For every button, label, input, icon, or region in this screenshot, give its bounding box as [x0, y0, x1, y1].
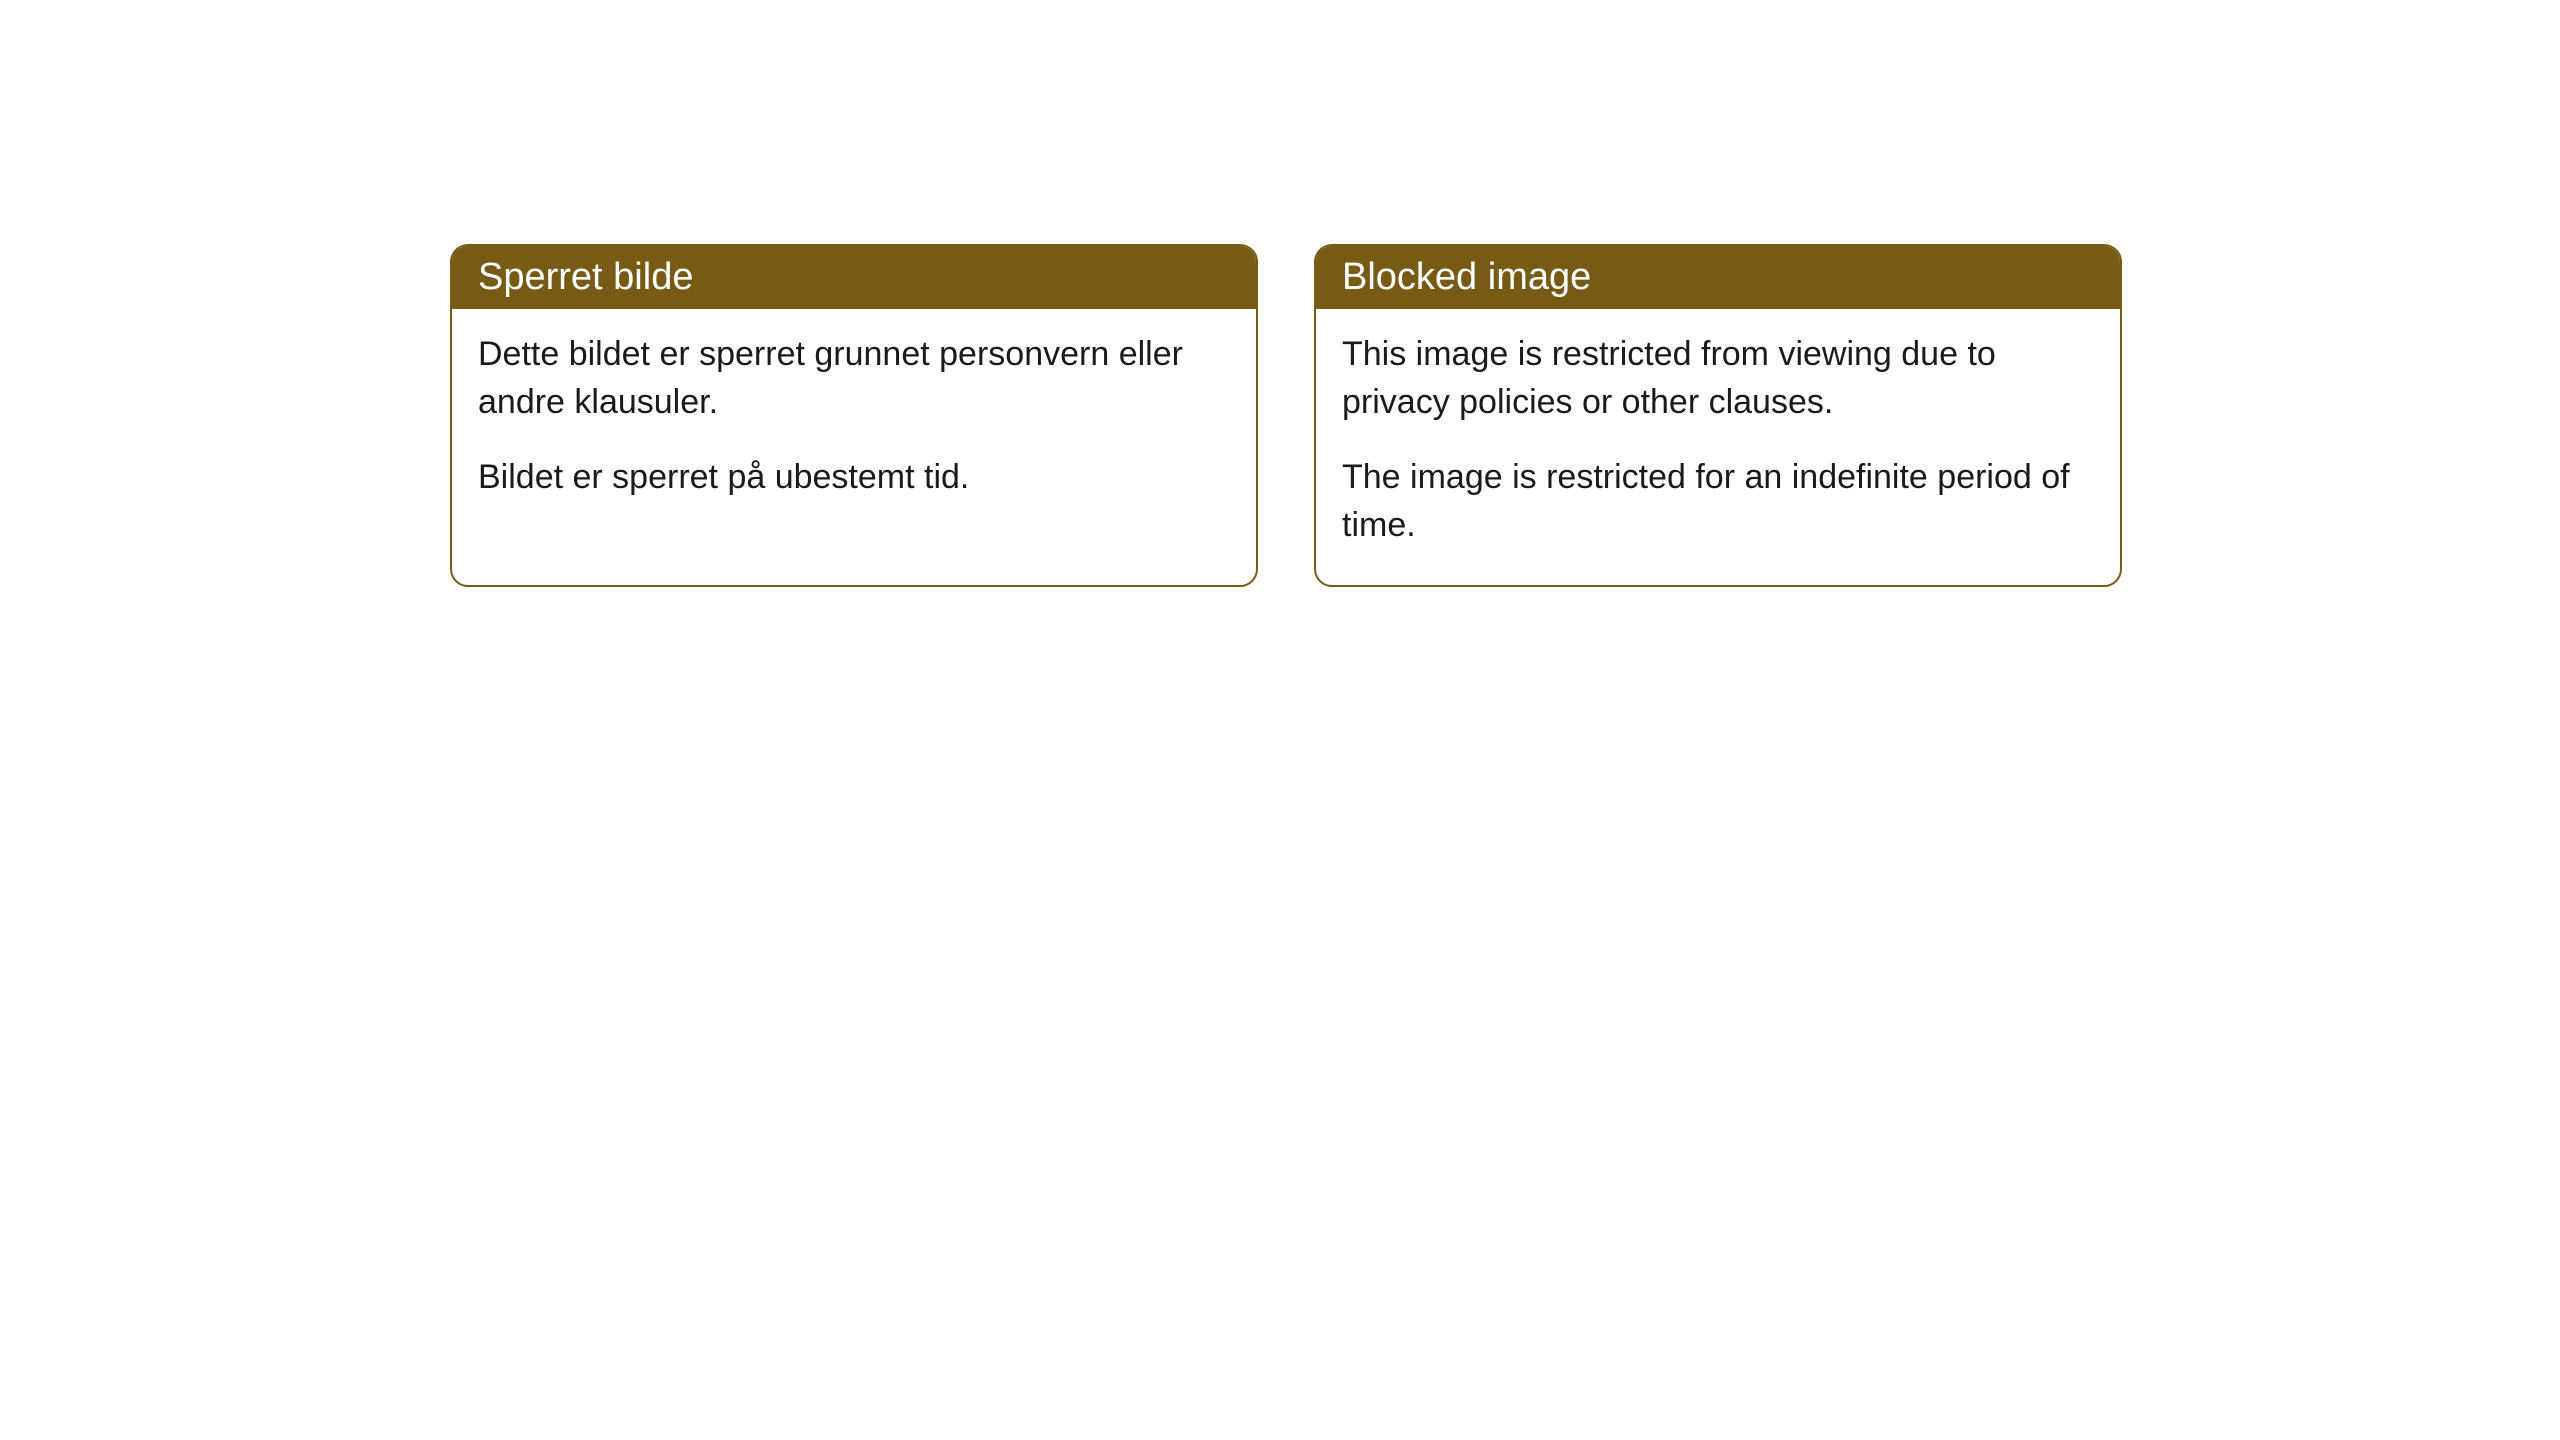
card-paragraph: Dette bildet er sperret grunnet personve…	[478, 331, 1230, 426]
card-header: Sperret bilde	[452, 246, 1256, 309]
cards-container: Sperret bilde Dette bildet er sperret gr…	[450, 244, 2122, 587]
card-paragraph: The image is restricted for an indefinit…	[1342, 454, 2094, 549]
card-paragraph: Bildet er sperret på ubestemt tid.	[478, 454, 1230, 502]
card-norwegian: Sperret bilde Dette bildet er sperret gr…	[450, 244, 1258, 587]
card-english: Blocked image This image is restricted f…	[1314, 244, 2122, 587]
card-body: Dette bildet er sperret grunnet personve…	[452, 309, 1256, 538]
card-body: This image is restricted from viewing du…	[1316, 309, 2120, 585]
card-header: Blocked image	[1316, 246, 2120, 309]
card-paragraph: This image is restricted from viewing du…	[1342, 331, 2094, 426]
